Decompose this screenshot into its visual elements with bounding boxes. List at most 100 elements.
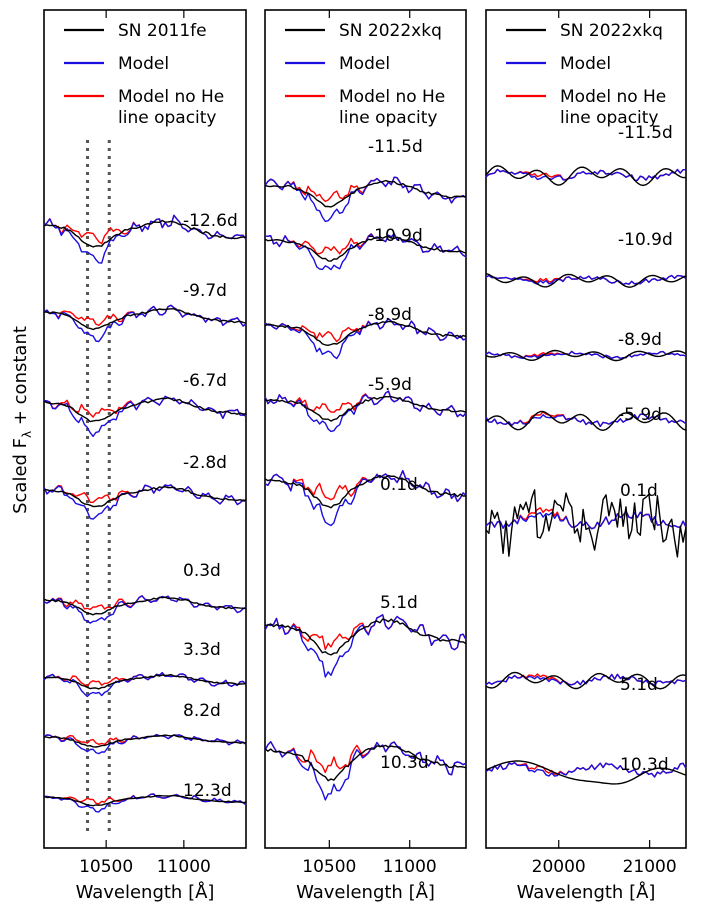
observed-line	[485, 165, 686, 187]
epoch-12.3d: 12.3d	[43, 781, 247, 813]
epoch-label: -11.5d	[618, 123, 673, 143]
epoch-label: -5.9d	[368, 375, 412, 395]
model-line	[485, 168, 686, 181]
epoch-label: -12.6d	[183, 211, 238, 231]
epoch-label: 8.2d	[183, 701, 221, 721]
legend-label: Model no He line opacity	[118, 87, 224, 128]
x-axis-label: Wavelength [Å]	[296, 881, 435, 903]
observed-line	[264, 179, 467, 208]
observed-line	[43, 308, 247, 331]
plot-frame	[43, 9, 247, 849]
panel-3: 20000 21000 Wavelength [Å] SN 2022xkq Model M…	[485, 9, 687, 903]
epoch-label: -9.7d	[183, 281, 227, 301]
observed-line	[43, 596, 247, 616]
epoch-label: -8.9d	[618, 330, 662, 350]
epoch--10.9d: -10.9d	[485, 230, 687, 288]
model-line	[43, 484, 247, 520]
model-no-he-line	[43, 672, 247, 687]
epoch-0.1d: 0.1d	[264, 470, 467, 527]
x-tick-label: 11000	[157, 857, 211, 877]
observed-line	[43, 219, 247, 248]
legend-label: Model	[560, 54, 611, 74]
x-tick-label: 20000	[532, 857, 586, 877]
epoch-label: 5.1d	[620, 675, 658, 695]
observed-line	[264, 474, 467, 509]
observed-line	[264, 235, 467, 262]
observed-line	[485, 272, 687, 288]
model-line	[43, 214, 247, 264]
epoch-label: -6.7d	[183, 371, 227, 391]
model-line	[485, 274, 687, 286]
model-line	[43, 395, 247, 438]
model-line	[264, 233, 467, 271]
x-tick-label: 10500	[79, 857, 133, 877]
observed-line	[264, 320, 467, 346]
model-line	[264, 390, 467, 433]
x-axis-label: Wavelength [Å]	[517, 881, 656, 903]
epoch--6.7d: -6.7d	[43, 371, 247, 438]
observed-line	[485, 760, 687, 785]
model-line	[43, 595, 247, 624]
observed-line	[264, 618, 467, 656]
plot-frame	[264, 9, 467, 849]
model-line	[264, 318, 467, 360]
epoch-label: 0.1d	[620, 481, 658, 501]
epoch--12.6d: -12.6d	[43, 211, 247, 264]
epoch-10.3d: 10.3d	[264, 741, 467, 801]
epoch-label: 3.3d	[183, 640, 221, 660]
epoch-0.1d: 0.1d	[485, 481, 687, 558]
observed-line	[43, 486, 247, 508]
epoch-label: 10.3d	[620, 755, 669, 775]
legend-label: SN 2022xkq	[339, 21, 442, 41]
epoch-label: -8.9d	[368, 305, 412, 325]
legend-label: Model	[339, 54, 390, 74]
observed-line	[43, 673, 247, 690]
model-no-he-line	[264, 614, 467, 651]
epoch--10.9d: -10.9d	[264, 226, 467, 271]
y-axis-label: Scaled Fλ + constant	[10, 326, 34, 514]
observed-line	[485, 349, 687, 362]
legend-label: Model	[118, 54, 169, 74]
epoch--2.8d: -2.8d	[43, 453, 247, 520]
epoch-label: -10.9d	[618, 230, 673, 250]
x-axis-label: Wavelength [Å]	[76, 881, 215, 903]
observed-line	[264, 744, 467, 782]
legend-label: SN 2022xkq	[560, 21, 663, 41]
panel-1: 10500 11000 Wavelength [Å] SN 2011fe Model Mo…	[43, 9, 247, 903]
observed-line	[264, 396, 467, 422]
legend-label: Model no He line opacity	[560, 87, 666, 128]
model-line	[485, 350, 687, 360]
observed-line	[43, 734, 247, 748]
observed-line	[485, 671, 687, 690]
x-tick-label: 10500	[302, 857, 356, 877]
x-tick-label: 21000	[623, 857, 677, 877]
legend-label: Model no He line opacity	[339, 87, 445, 128]
panel-2: 10500 11000 Wavelength [Å] SN 2022xkq Model M…	[264, 9, 467, 903]
panels: 10500 11000 Wavelength [Å] SN 2011fe Model Mo…	[43, 9, 687, 903]
epoch-10.3d: 10.3d	[485, 755, 687, 785]
epoch-5.1d: 5.1d	[485, 671, 687, 695]
observed-line	[485, 410, 687, 431]
epoch-5.1d: 5.1d	[264, 593, 467, 678]
epoch--8.9d: -8.9d	[264, 305, 467, 360]
observed-line	[485, 489, 687, 558]
observed-line	[43, 397, 247, 423]
model-line	[485, 762, 687, 778]
observed-line	[43, 794, 247, 807]
model-no-he-line	[264, 470, 467, 503]
epoch-label: -10.9d	[368, 226, 423, 246]
plot-frame	[485, 9, 687, 849]
epoch-label: 5.1d	[380, 593, 418, 613]
epoch--9.7d: -9.7d	[43, 281, 247, 343]
epoch-label: 0.1d	[380, 475, 418, 495]
model-line	[43, 672, 247, 698]
epoch-0.3d: 0.3d	[43, 561, 247, 624]
epoch-label: -5.9d	[618, 405, 662, 425]
epoch--11.5d: -11.5d	[485, 123, 686, 187]
model-line	[264, 614, 467, 678]
epoch--5.9d: -5.9d	[264, 375, 467, 433]
epoch--5.9d: -5.9d	[485, 405, 687, 431]
epoch-3.3d: 3.3d	[43, 640, 247, 698]
epoch-8.2d: 8.2d	[43, 701, 247, 755]
